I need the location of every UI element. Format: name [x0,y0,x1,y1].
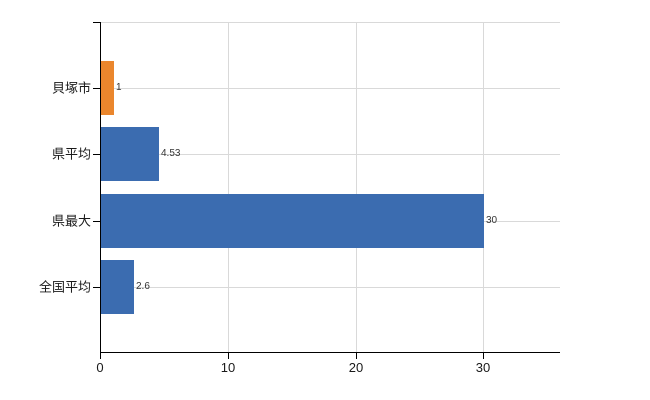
x-axis-tick-20 [356,353,357,359]
x-axis-label-0: 0 [96,360,104,375]
x-axis-tick-0 [100,353,101,359]
y-axis-line [100,22,101,353]
bar-4 [101,260,134,314]
x-axis-label-10: 10 [220,360,236,375]
category-label-1: 貝塚市 [51,80,91,96]
plot-area: 1 貝塚市 4.53 県平均 30 県最大 2.6 全国平均 0 10 20 30 [39,22,560,374]
y-axis-tick-1 [93,88,100,89]
x-axis-label-30: 30 [475,360,491,375]
category-gridline-2 [100,154,560,155]
category-label-2: 県平均 [51,146,91,162]
x-axis-line [100,352,560,353]
y-axis-tick-4 [93,287,100,288]
x-axis-tick-30 [483,353,484,359]
y-axis-tick-3 [93,221,100,222]
y-axis-tick-top [93,22,100,23]
y-axis-tick-2 [93,154,100,155]
bar-value-label-3: 30 [486,215,498,226]
bar-3 [101,194,484,248]
category-label-4: 全国平均 [38,279,91,295]
bar-value-label-2: 4.53 [161,148,181,159]
category-label-3: 県最大 [51,213,91,229]
category-gridline-4 [100,287,560,288]
bar-value-label-1: 1 [116,82,122,93]
vertical-gridline-30 [483,22,484,353]
bar-2 [101,127,159,181]
bar-value-label-4: 2.6 [136,281,150,292]
bar-1 [101,61,114,115]
plot-top-gridline [100,22,560,23]
x-axis-tick-10 [228,353,229,359]
x-axis-label-20: 20 [348,360,364,375]
vertical-gridline-10 [228,22,229,353]
category-gridline-1 [100,88,560,89]
vertical-gridline-20 [356,22,357,353]
